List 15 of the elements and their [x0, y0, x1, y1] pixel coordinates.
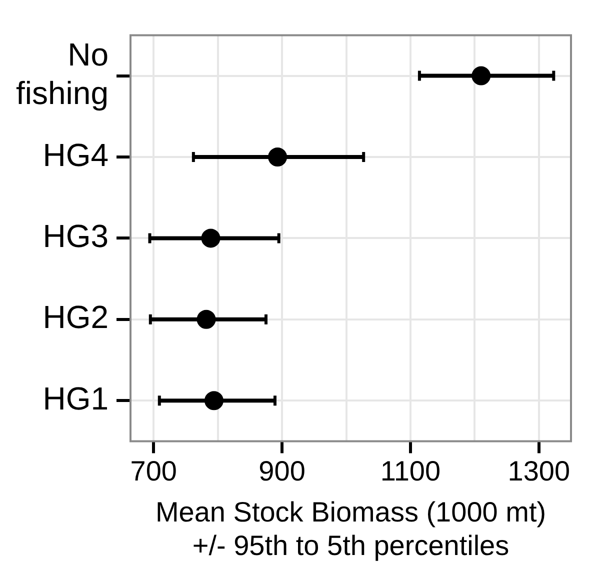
- point: [268, 148, 288, 166]
- y-tick-label: HG3: [42, 218, 108, 254]
- point: [204, 391, 224, 410]
- x-axis-title: Mean Stock Biomass (1000 mt) +/- 95th to 5th percentiles: [155, 496, 546, 561]
- x-tick-label: 900: [258, 456, 306, 487]
- point: [472, 66, 491, 86]
- x-tick-label: 1100: [380, 456, 441, 487]
- point: [201, 228, 220, 248]
- x-tick-label: 700: [130, 456, 177, 487]
- point: [196, 310, 216, 329]
- y-tick-label: No fishing: [16, 36, 108, 111]
- x-tick-label: 1300: [508, 456, 570, 487]
- y-tick-label: HG1: [42, 380, 108, 416]
- y-tick-label: HG4: [42, 136, 108, 173]
- y-tick-label: HG2: [42, 299, 108, 336]
